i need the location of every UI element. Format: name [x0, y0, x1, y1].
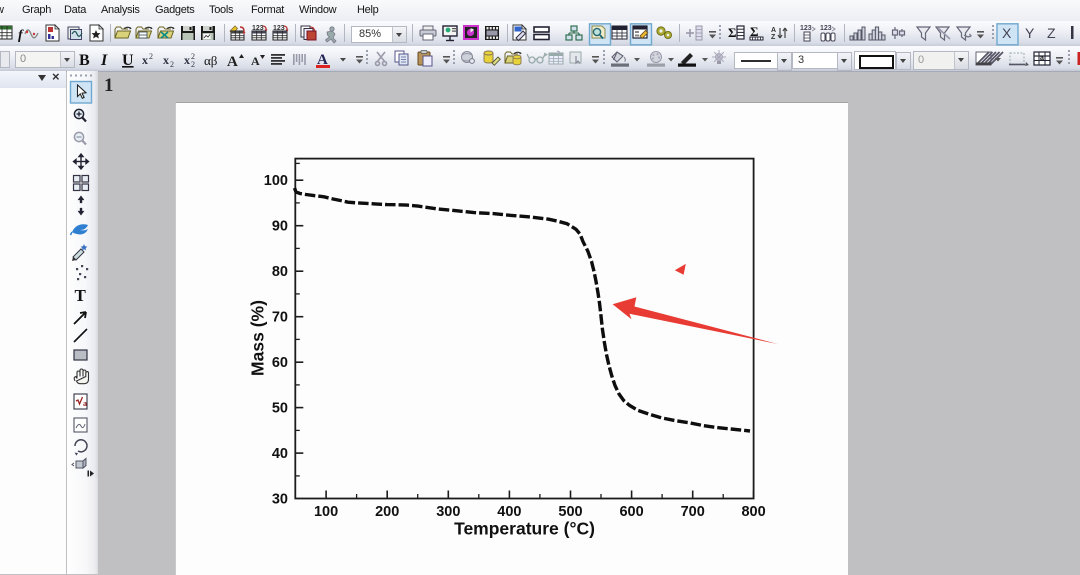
svg-text:80: 80 [272, 264, 288, 280]
svg-text:50: 50 [272, 401, 288, 417]
svg-text:40: 40 [272, 446, 288, 462]
svg-text:700: 700 [681, 504, 705, 520]
svg-text:100: 100 [264, 173, 288, 189]
svg-text:60: 60 [272, 355, 288, 371]
svg-text:800: 800 [741, 504, 765, 520]
svg-text:Mass (%): Mass (%) [248, 300, 268, 376]
svg-text:100: 100 [314, 504, 338, 520]
svg-text:30: 30 [272, 492, 288, 508]
svg-text:90: 90 [272, 219, 288, 235]
svg-text:200: 200 [375, 504, 399, 520]
svg-text:70: 70 [272, 310, 288, 326]
svg-text:600: 600 [619, 504, 643, 520]
svg-text:Temperature (°C): Temperature (°C) [454, 519, 595, 539]
